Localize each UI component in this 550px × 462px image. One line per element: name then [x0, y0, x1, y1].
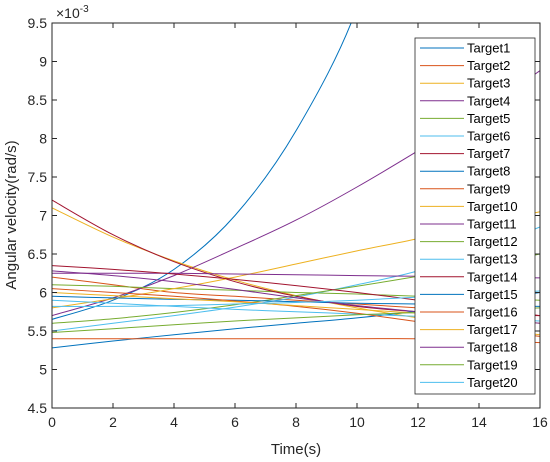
legend-label: Target18 — [467, 340, 518, 355]
legend-label: Target1 — [467, 41, 510, 56]
legend-label: Target13 — [467, 252, 518, 267]
y-tick-label: 6.5 — [28, 246, 48, 262]
legend-label: Target19 — [467, 357, 518, 372]
legend-label: Target11 — [467, 217, 517, 232]
x-tick-label: 2 — [109, 414, 117, 430]
y-tick-label: 6 — [39, 285, 47, 301]
legend-label: Target2 — [467, 58, 510, 73]
x-tick-label: 10 — [349, 414, 365, 430]
y-tick-label: 7 — [39, 208, 47, 224]
legend-label: Target6 — [467, 129, 510, 144]
x-tick-label: 14 — [471, 414, 487, 430]
legend-label: Target10 — [467, 199, 518, 214]
legend-entries: Target1 Target2 Target3 Target4 Target5 Targe… — [420, 41, 518, 390]
x-axis-title: Time(s) — [271, 441, 321, 458]
x-tick-label: 12 — [410, 414, 426, 430]
y-tick-label: 5 — [39, 362, 47, 378]
legend-label: Target3 — [467, 76, 510, 91]
x-tick-label: 4 — [170, 414, 178, 430]
x-tick-label: 16 — [532, 414, 548, 430]
legend-label: Target4 — [467, 93, 510, 108]
legend-label: Target14 — [467, 269, 518, 284]
x-tick-label: 6 — [231, 414, 239, 430]
legend-label: Target8 — [467, 164, 510, 179]
y-exponent-power: -3 — [80, 4, 89, 15]
y-tick-label: 4.5 — [28, 400, 48, 416]
y-tick-label: 8 — [39, 131, 47, 147]
y-tick-label: 9.5 — [28, 15, 48, 31]
legend-label: Target15 — [467, 287, 518, 302]
legend: Target1 Target2 Target3 Target4 Target5 Targe… — [414, 37, 536, 395]
y-tick-label: 8.5 — [28, 92, 48, 108]
tick-layer: 0 2 4 6 8 10 12 14 16 4.5 5 5.5 6 6.5 7 7.5 8 8.5 9 9.5 — [28, 15, 548, 430]
legend-label: Target9 — [467, 181, 510, 196]
y-tick-label: 5.5 — [28, 323, 48, 339]
legend-label: Target16 — [467, 305, 518, 320]
y-axis-title: Angular velocity(rad/s) — [3, 140, 20, 289]
x-tick-label: 8 — [292, 414, 300, 430]
legend-label: Target17 — [467, 322, 518, 337]
legend-label: Target7 — [467, 146, 510, 161]
y-tick-label: 7.5 — [28, 169, 48, 185]
y-exponent-base: ×10 — [56, 5, 80, 21]
legend-box — [414, 37, 536, 395]
x-tick-label: 0 — [48, 414, 56, 430]
y-tick-label: 9 — [39, 54, 47, 70]
y-exponent-label: ×10-3 — [56, 4, 89, 21]
legend-label: Target12 — [467, 234, 518, 249]
legend-label: Target20 — [467, 375, 518, 390]
legend-label: Target5 — [467, 111, 510, 126]
